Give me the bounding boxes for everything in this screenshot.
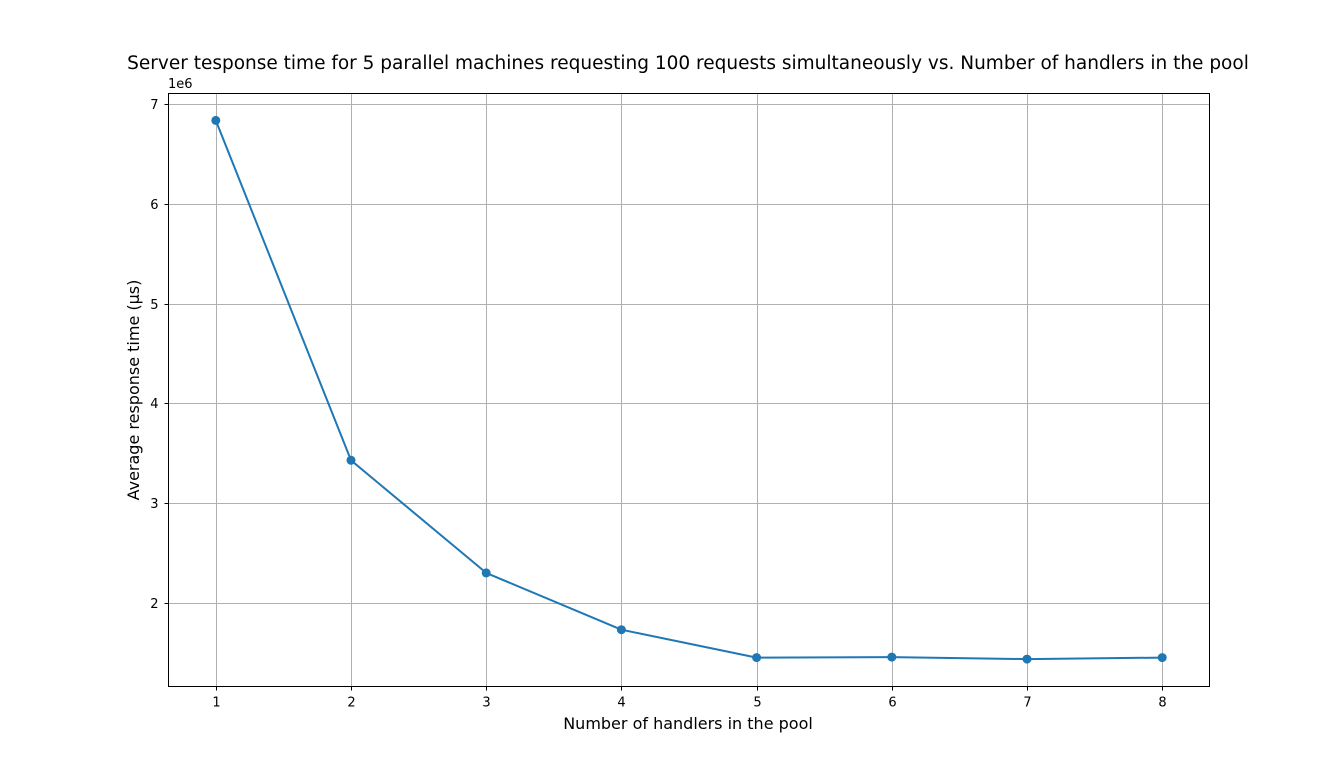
data-point	[616, 625, 626, 635]
x-tick-label: 7	[1023, 696, 1031, 711]
y-tick-label: 7	[150, 98, 158, 113]
x-tick-label: 1	[212, 696, 220, 711]
data-point	[752, 653, 762, 663]
x-tick-label: 5	[753, 696, 761, 711]
data-point	[1157, 653, 1167, 663]
data-point	[346, 455, 356, 465]
data-point	[211, 115, 221, 125]
data-point	[481, 568, 491, 578]
x-axis-label: Number of handlers in the pool	[563, 714, 813, 733]
data-point	[887, 652, 897, 662]
x-tick-label: 2	[347, 696, 355, 711]
data-point	[1022, 654, 1032, 664]
series-layer	[211, 115, 1167, 664]
x-tick-label: 3	[482, 696, 490, 711]
x-tick-label: 4	[617, 696, 625, 711]
y-tick-label: 3	[150, 497, 158, 512]
plot-frame	[168, 93, 1210, 687]
y-tick-label: 5	[150, 298, 158, 313]
y-tick-label: 2	[150, 597, 158, 612]
y-tick-label: 4	[150, 397, 158, 412]
series-line	[214, 119, 1164, 661]
y-axis-label: Average response time (µs)	[124, 280, 143, 501]
x-tick-label: 6	[888, 696, 896, 711]
axis-ticks: 1 2 3 4 5 6 7 8 2 3 4 5 6 7	[150, 98, 1166, 711]
x-tick-label: 8	[1158, 696, 1166, 711]
y-tick-label: 6	[150, 198, 158, 213]
chart-title: Server tesponse time for 5 parallel mach…	[127, 53, 1249, 74]
y-axis-offset-label: 1e6	[168, 77, 193, 92]
grid	[168, 93, 1210, 687]
